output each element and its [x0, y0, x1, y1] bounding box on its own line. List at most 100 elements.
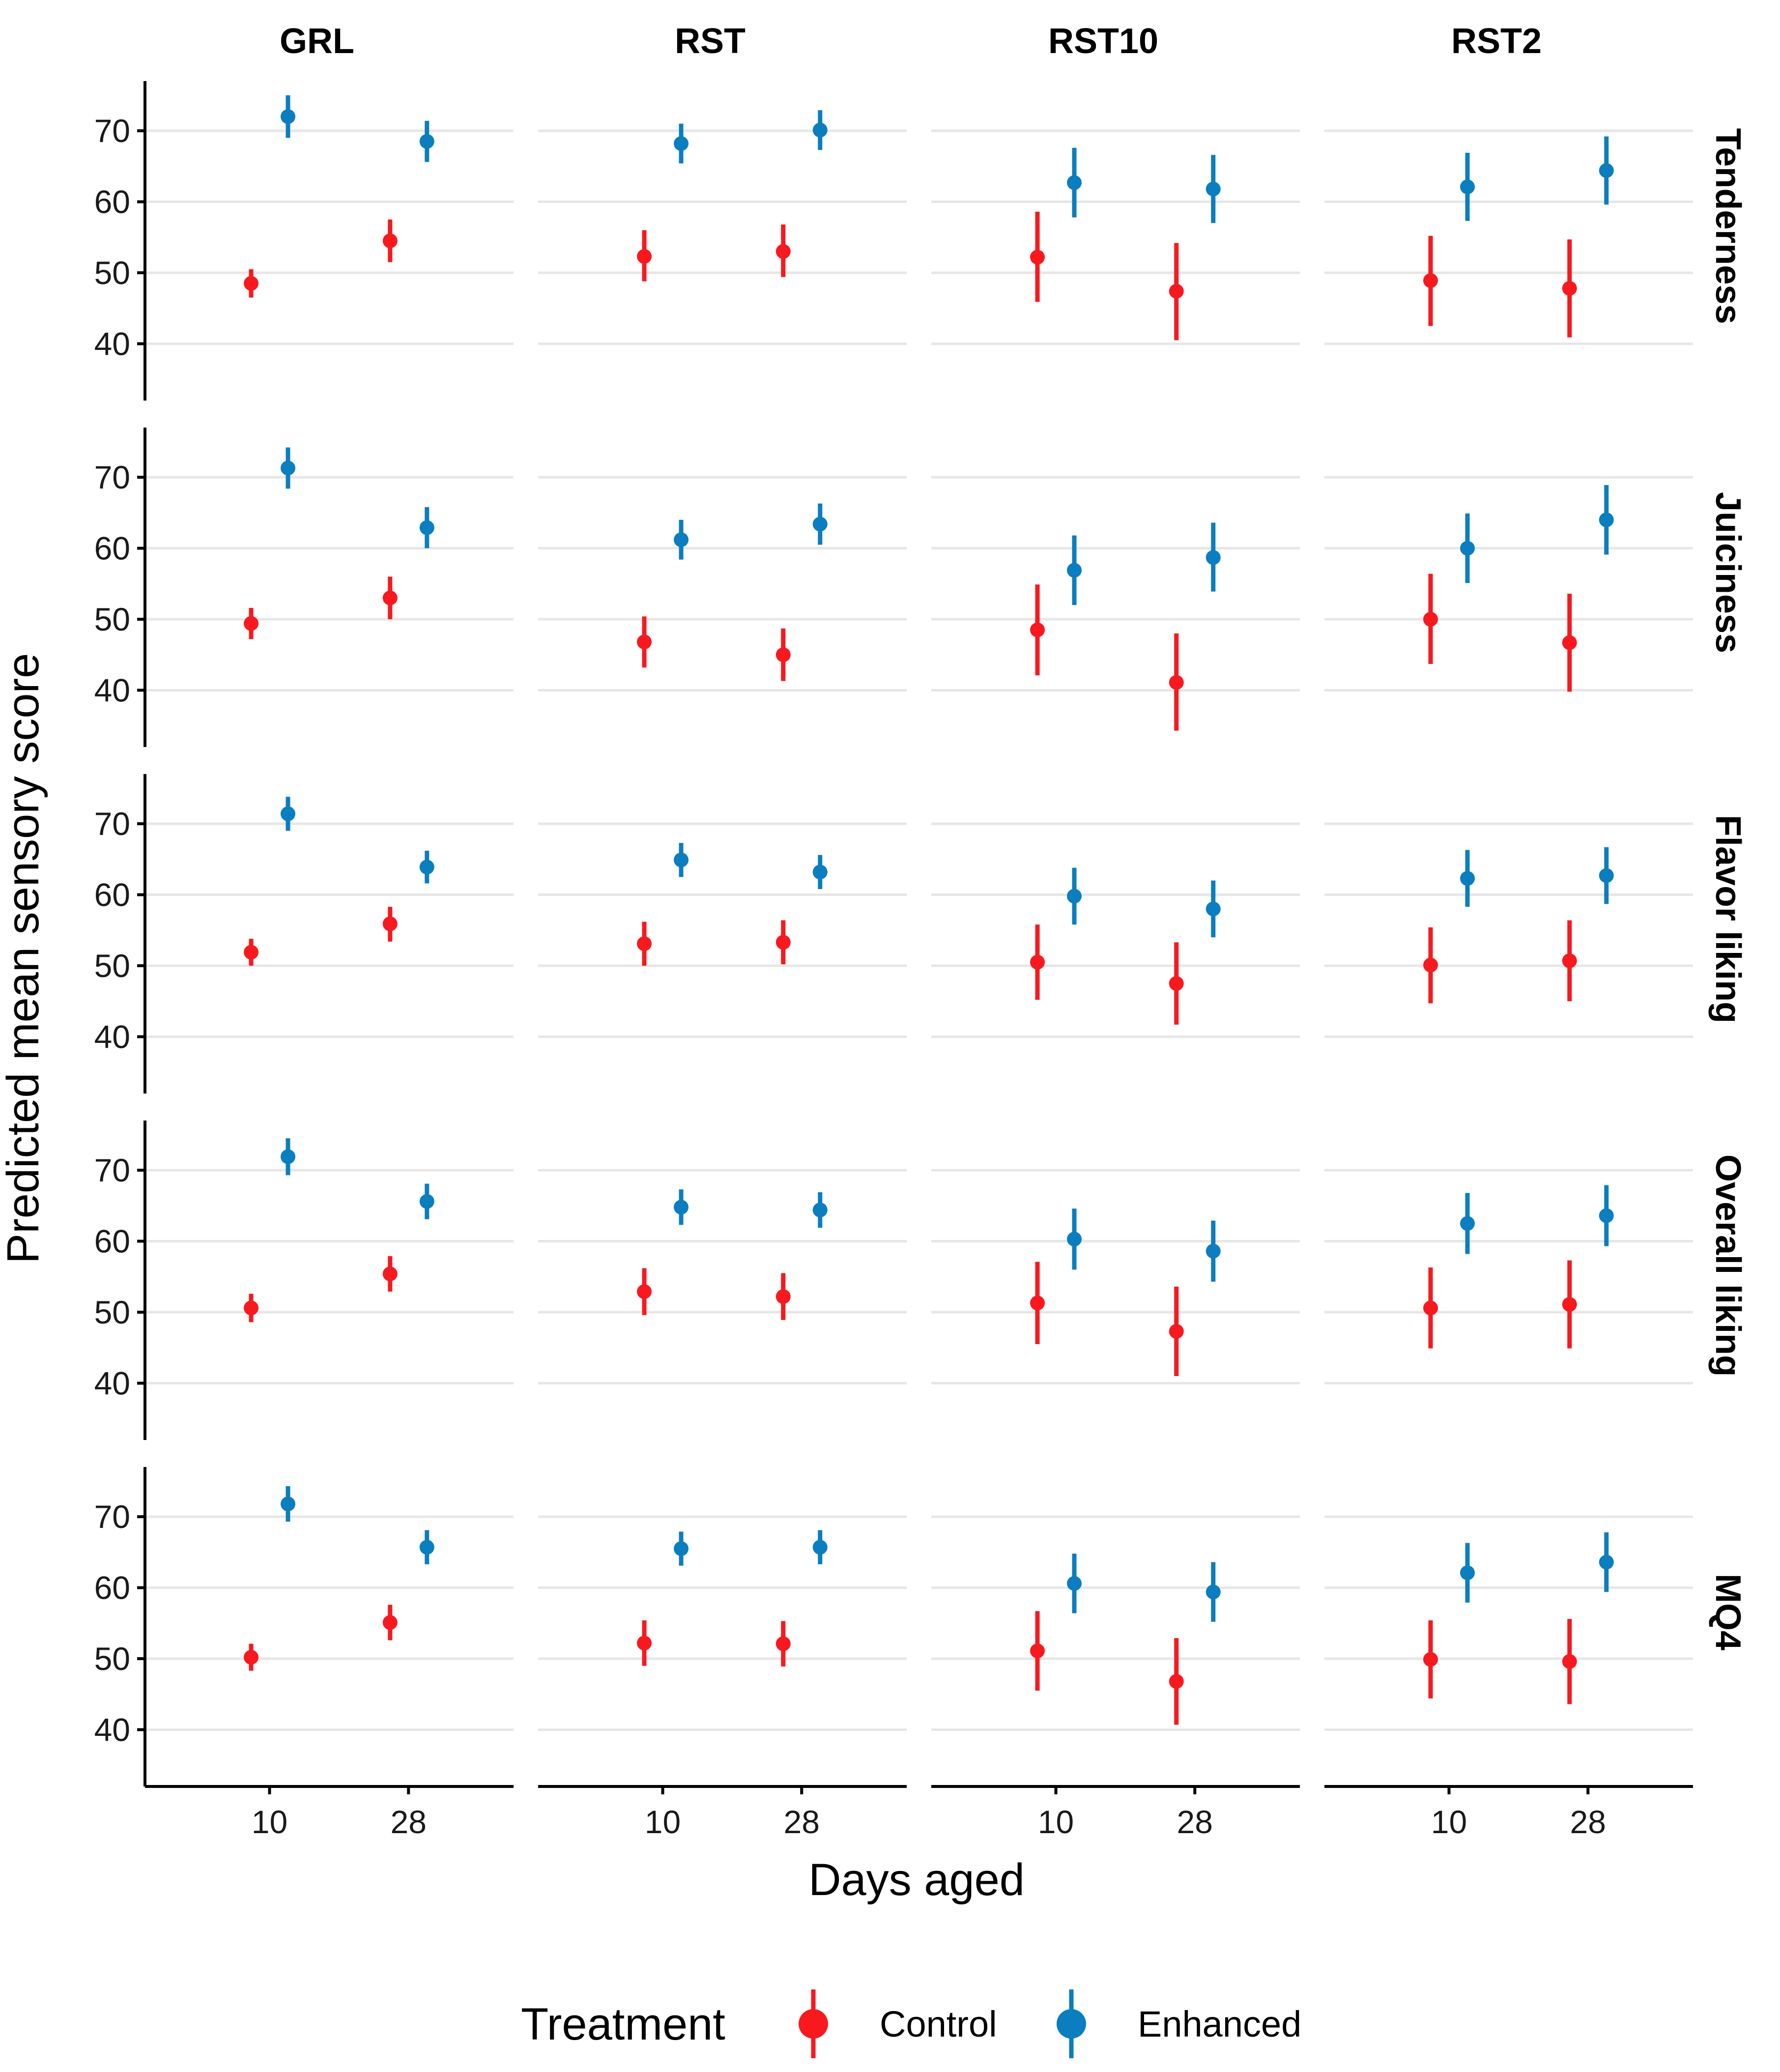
point-control-tenderness-rst10-day10 [1030, 250, 1045, 265]
y-tick-label: 60 [94, 1223, 130, 1260]
point-enhanced-overall-liking-rst10-day10 [1067, 1232, 1082, 1247]
legend-key-dot-enhanced [1057, 2009, 1086, 2039]
point-control-mq4-rst10-day10 [1030, 1643, 1045, 1659]
y-tick-label: 70 [94, 1152, 130, 1188]
legend: Treatment Control Enhanced [521, 1989, 1301, 2058]
panel-overall-liking-rst [538, 1169, 907, 1384]
panel-mq4-rst2: 10 28 [1324, 1515, 1693, 1840]
panel-overall-liking-grl: 40 50 60 70 [94, 1121, 514, 1440]
row-strip-mq4: MQ4 [1708, 1574, 1748, 1650]
panel-overall-liking-rst2 [1324, 1169, 1693, 1384]
x-tick-label: 28 [391, 1804, 427, 1840]
point-control-tenderness-rst-day28 [775, 244, 791, 259]
panel-juiciness-rst10 [931, 476, 1300, 691]
y-tick-label: 40 [94, 1711, 130, 1748]
column-strip-rst10: RST10 [1048, 22, 1158, 61]
point-enhanced-juiciness-grl-day28 [419, 520, 434, 535]
row-strip-juiciness: Juiciness [1708, 492, 1748, 653]
point-enhanced-overall-liking-rst10-day28 [1206, 1243, 1221, 1259]
legend-keys: Control Enhanced [799, 1989, 1301, 2058]
x-tick-label: 28 [784, 1804, 820, 1840]
point-enhanced-mq4-rst-day28 [812, 1540, 828, 1555]
point-control-tenderness-rst2-day28 [1562, 281, 1577, 296]
x-tick-label: 10 [1431, 1804, 1467, 1840]
point-control-juiciness-rst10-day10 [1030, 622, 1045, 637]
point-enhanced-flavor-liking-rst-day28 [812, 864, 828, 880]
panel-mq4-grl: 40 50 60 70 10 28 [94, 1467, 514, 1840]
point-control-mq4-rst-day10 [637, 1636, 652, 1651]
point-enhanced-tenderness-rst-day10 [674, 136, 689, 151]
y-tick-label: 70 [94, 113, 130, 149]
point-enhanced-tenderness-rst-day28 [812, 122, 828, 138]
facet-strip-labels: GRL RST RST10 RST2 Tenderness Juiciness Flavor… [280, 22, 1748, 1650]
y-tick-label: 40 [94, 672, 130, 708]
point-control-flavor-liking-grl-day10 [244, 945, 258, 960]
panel-tenderness-rst2 [1324, 129, 1693, 345]
point-control-juiciness-grl-day28 [382, 590, 398, 605]
point-enhanced-juiciness-rst10-day10 [1067, 563, 1082, 578]
point-enhanced-flavor-liking-rst-day10 [674, 852, 689, 867]
point-control-overall-liking-grl-day28 [382, 1266, 398, 1281]
point-control-flavor-liking-grl-day28 [382, 916, 398, 931]
panel-flavor-liking-rst [538, 822, 907, 1038]
point-enhanced-mq4-grl-day28 [419, 1540, 434, 1555]
point-enhanced-overall-liking-grl-day10 [281, 1149, 295, 1164]
x-axis-title: Days aged [808, 1855, 1025, 1905]
y-tick-label: 70 [94, 806, 130, 842]
y-tick-label: 50 [94, 1294, 130, 1330]
point-control-flavor-liking-rst10-day28 [1169, 976, 1184, 991]
point-enhanced-tenderness-grl-day28 [419, 134, 434, 149]
point-control-juiciness-rst10-day28 [1169, 675, 1184, 690]
point-enhanced-flavor-liking-rst2-day28 [1599, 868, 1614, 883]
point-enhanced-juiciness-rst10-day28 [1206, 550, 1221, 565]
panel-mq4-rst10: 10 28 [931, 1515, 1300, 1840]
point-control-flavor-liking-rst-day10 [637, 936, 652, 951]
x-tick-label: 28 [1570, 1804, 1606, 1840]
point-enhanced-overall-liking-rst-day10 [674, 1200, 689, 1215]
point-control-tenderness-rst10-day28 [1169, 284, 1184, 299]
y-axis-title: Predicted mean sensory score [0, 653, 48, 1264]
y-tick-label: 40 [94, 325, 130, 362]
y-tick-label: 50 [94, 948, 130, 984]
point-enhanced-flavor-liking-grl-day28 [419, 860, 434, 875]
point-enhanced-tenderness-rst2-day28 [1599, 163, 1614, 178]
point-control-overall-liking-rst2-day10 [1423, 1300, 1438, 1316]
point-enhanced-overall-liking-rst-day28 [812, 1203, 828, 1217]
y-tick-label: 60 [94, 877, 130, 913]
point-control-mq4-rst2-day28 [1562, 1654, 1577, 1669]
point-control-mq4-grl-day28 [382, 1615, 398, 1630]
point-control-flavor-liking-rst10-day10 [1030, 954, 1045, 970]
point-control-mq4-rst-day28 [775, 1636, 791, 1651]
panel-juiciness-grl: 40 50 60 70 [94, 428, 514, 747]
panel-tenderness-rst10 [931, 129, 1300, 345]
y-tick-label: 50 [94, 255, 130, 291]
y-tick-label: 50 [94, 1640, 130, 1677]
series-control [244, 211, 1577, 1725]
point-control-flavor-liking-rst2-day28 [1562, 953, 1577, 968]
panel-flavor-liking-rst2 [1324, 822, 1693, 1038]
point-control-overall-liking-rst-day28 [775, 1289, 791, 1304]
y-tick-label: 40 [94, 1018, 130, 1055]
row-strip-tenderness: Tenderness [1708, 128, 1748, 324]
point-control-juiciness-rst2-day10 [1423, 612, 1438, 627]
y-tick-label: 50 [94, 601, 130, 637]
panel-juiciness-rst2 [1324, 476, 1693, 691]
point-enhanced-mq4-rst2-day10 [1460, 1565, 1475, 1581]
x-tick-label: 10 [645, 1804, 681, 1840]
column-strip-grl: GRL [280, 22, 354, 61]
point-control-juiciness-rst-day28 [775, 647, 791, 662]
panel-mq4-rst: 10 28 [538, 1515, 907, 1840]
point-control-mq4-rst10-day28 [1169, 1674, 1184, 1689]
point-control-mq4-grl-day10 [244, 1650, 258, 1665]
point-control-overall-liking-rst2-day28 [1562, 1297, 1577, 1312]
point-control-juiciness-grl-day10 [244, 616, 258, 631]
legend-title: Treatment [521, 1999, 725, 2049]
point-enhanced-tenderness-rst10-day10 [1067, 175, 1082, 190]
point-enhanced-mq4-grl-day10 [281, 1496, 295, 1512]
column-strip-rst2: RST2 [1451, 22, 1542, 61]
legend-label-enhanced: Enhanced [1138, 2004, 1301, 2044]
row-strip-flavor-liking: Flavor liking [1708, 815, 1748, 1023]
row-strip-overall-liking: Overall liking [1708, 1154, 1748, 1377]
point-control-overall-liking-rst-day10 [637, 1284, 652, 1299]
point-enhanced-flavor-liking-rst10-day28 [1206, 901, 1221, 917]
